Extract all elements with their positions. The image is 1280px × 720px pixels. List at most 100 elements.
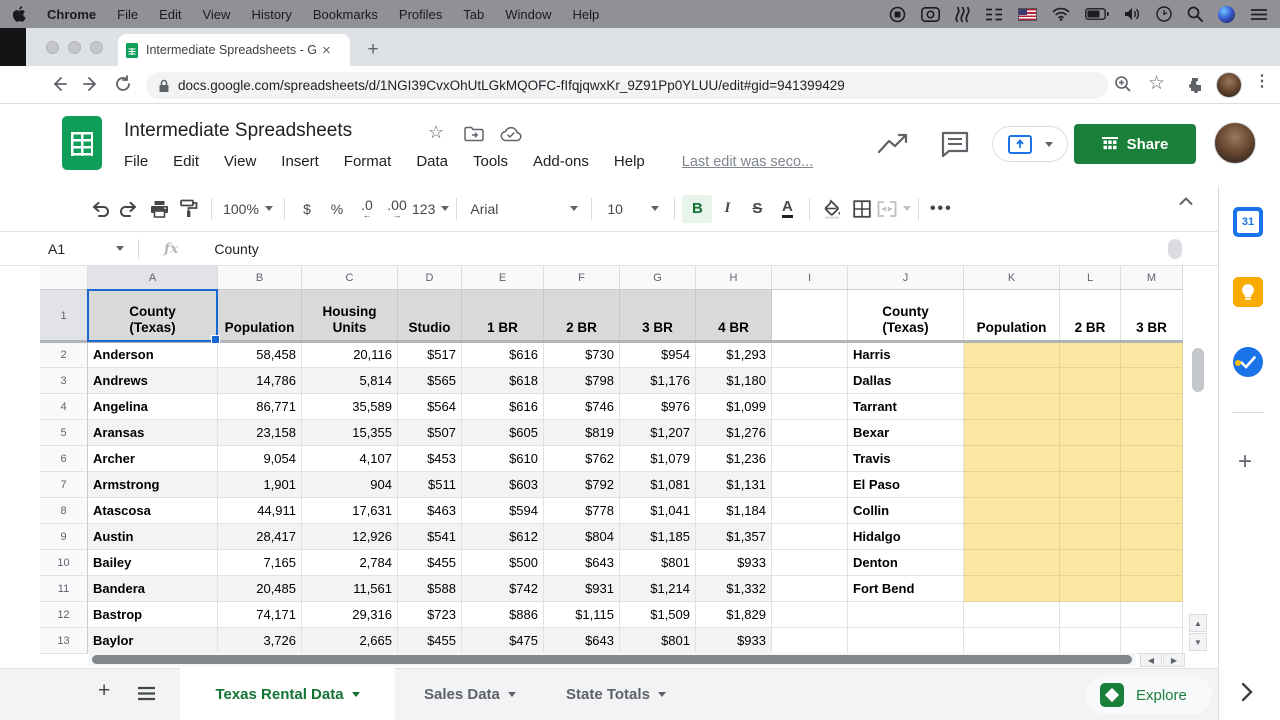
cell-B9[interactable]: 28,417	[218, 524, 302, 550]
cell-E10[interactable]: $500	[462, 550, 544, 576]
more-toolbar-button[interactable]: •••	[929, 199, 953, 217]
cell-G10[interactable]: $801	[620, 550, 696, 576]
new-tab-button[interactable]: +	[367, 39, 379, 60]
cell-M1[interactable]: 3 BR	[1121, 290, 1183, 342]
cell-D5[interactable]: $507	[398, 420, 462, 446]
cell-F2[interactable]: $730	[544, 342, 620, 368]
formula-bar-resize-handle[interactable]	[1168, 239, 1182, 259]
cell-M2[interactable]	[1121, 342, 1183, 368]
cell-C5[interactable]: 15,355	[302, 420, 398, 446]
cell-L1[interactable]: 2 BR	[1060, 290, 1121, 342]
column-header-i[interactable]: I	[772, 266, 848, 290]
camera-icon[interactable]	[921, 6, 940, 22]
row-header-1[interactable]: 1	[40, 290, 88, 342]
cell-F7[interactable]: $792	[544, 472, 620, 498]
cell-L2[interactable]	[1060, 342, 1121, 368]
cell-L9[interactable]	[1060, 524, 1121, 550]
column-header-f[interactable]: F	[544, 266, 620, 290]
sheet-tab-state-totals[interactable]: State Totals	[566, 668, 666, 720]
cell-L4[interactable]	[1060, 394, 1121, 420]
cell-D7[interactable]: $511	[398, 472, 462, 498]
cell-B3[interactable]: 14,786	[218, 368, 302, 394]
cell-F8[interactable]: $778	[544, 498, 620, 524]
name-box-dropdown-icon[interactable]	[116, 246, 124, 251]
cell-M13[interactable]	[1121, 628, 1183, 654]
add-sheet-icon[interactable]: +	[98, 679, 111, 702]
volume-icon[interactable]	[1124, 7, 1141, 21]
menubar-item-bookmarks[interactable]: Bookmarks	[312, 6, 378, 22]
cell-B5[interactable]: 23,158	[218, 420, 302, 446]
row-header-8[interactable]: 8	[40, 498, 88, 524]
cell-G9[interactable]: $1,185	[620, 524, 696, 550]
reload-icon[interactable]	[114, 75, 132, 93]
vertical-scrollbar-thumb[interactable]	[1192, 348, 1204, 392]
cell-A9[interactable]: Austin	[88, 524, 218, 550]
menubar-item-chrome[interactable]: Chrome	[47, 6, 97, 22]
cell-G8[interactable]: $1,041	[620, 498, 696, 524]
traffic-light-minimize[interactable]	[68, 41, 81, 54]
cell-L7[interactable]	[1060, 472, 1121, 498]
cell-G11[interactable]: $1,214	[620, 576, 696, 602]
cell-H1[interactable]: 4 BR	[696, 290, 772, 342]
battery-icon[interactable]	[1085, 8, 1109, 20]
cell-C8[interactable]: 17,631	[302, 498, 398, 524]
fill-color-icon[interactable]	[817, 195, 847, 223]
cell-M6[interactable]	[1121, 446, 1183, 472]
row-header-10[interactable]: 10	[40, 550, 88, 576]
cell-J10[interactable]: Denton	[848, 550, 964, 576]
cell-K13[interactable]	[964, 628, 1060, 654]
cell-M10[interactable]	[1121, 550, 1183, 576]
column-header-d[interactable]: D	[398, 266, 462, 290]
cell-D13[interactable]: $455	[398, 628, 462, 654]
text-color-button[interactable]: A	[772, 195, 802, 223]
cell-D10[interactable]: $455	[398, 550, 462, 576]
cell-K11[interactable]	[964, 576, 1060, 602]
sheet-tab-sales-data[interactable]: Sales Data	[424, 668, 516, 720]
column-header-j[interactable]: J	[848, 266, 964, 290]
column-header-m[interactable]: M	[1121, 266, 1183, 290]
row-header-7[interactable]: 7	[40, 472, 88, 498]
row-header-13[interactable]: 13	[40, 628, 88, 654]
cell-C1[interactable]: Housing Units	[302, 290, 398, 342]
cell-K8[interactable]	[964, 498, 1060, 524]
google-keep-icon[interactable]	[1233, 277, 1263, 307]
cell-E6[interactable]: $610	[462, 446, 544, 472]
screen-record-icon[interactable]	[889, 6, 906, 23]
row-header-11[interactable]: 11	[40, 576, 88, 602]
user-avatar[interactable]	[1214, 122, 1256, 164]
cell-I12[interactable]	[772, 602, 848, 628]
menubar-item-profiles[interactable]: Profiles	[398, 6, 443, 22]
cell-C11[interactable]: 11,561	[302, 576, 398, 602]
cell-B13[interactable]: 3,726	[218, 628, 302, 654]
menu-addons[interactable]: Add-ons	[533, 153, 589, 170]
menubar-item-file[interactable]: File	[117, 6, 139, 22]
menu-data[interactable]: Data	[416, 153, 448, 170]
cell-B6[interactable]: 9,054	[218, 446, 302, 472]
cell-J11[interactable]: Fort Bend	[848, 576, 964, 602]
get-addons-icon[interactable]: +	[1238, 448, 1253, 475]
cell-A10[interactable]: Bailey	[88, 550, 218, 576]
cell-G6[interactable]: $1,079	[620, 446, 696, 472]
menubar-item-history[interactable]: History	[251, 6, 292, 22]
column-header-a[interactable]: A	[88, 266, 218, 290]
zoom-page-icon[interactable]	[1114, 75, 1132, 93]
cell-H6[interactable]: $1,236	[696, 446, 772, 472]
cell-M3[interactable]	[1121, 368, 1183, 394]
browser-profile-avatar[interactable]	[1216, 72, 1242, 98]
column-header-g[interactable]: G	[620, 266, 696, 290]
assistant-sphere-icon[interactable]	[1218, 5, 1235, 23]
menubar-item-edit[interactable]: Edit	[159, 6, 182, 22]
cell-J12[interactable]	[848, 602, 964, 628]
cell-H5[interactable]: $1,276	[696, 420, 772, 446]
format-currency-button[interactable]: $	[303, 200, 311, 217]
cell-I11[interactable]	[772, 576, 848, 602]
cell-L3[interactable]	[1060, 368, 1121, 394]
cell-C13[interactable]: 2,665	[302, 628, 398, 654]
cell-E5[interactable]: $605	[462, 420, 544, 446]
borders-icon[interactable]	[847, 195, 877, 223]
cell-I8[interactable]	[772, 498, 848, 524]
cell-C12[interactable]: 29,316	[302, 602, 398, 628]
cell-J9[interactable]: Hidalgo	[848, 524, 964, 550]
sheet-tab-texas-rental-data[interactable]: Texas Rental Data	[180, 668, 395, 720]
cell-L12[interactable]	[1060, 602, 1121, 628]
